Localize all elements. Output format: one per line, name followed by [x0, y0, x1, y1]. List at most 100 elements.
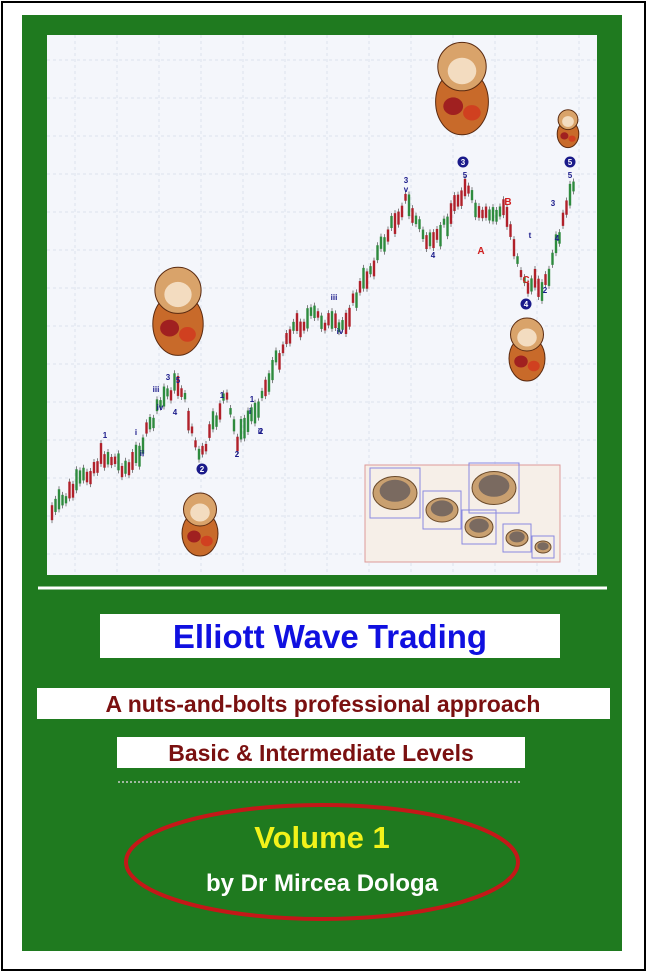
wave-label: 2 [200, 465, 205, 474]
wave-label: 3 [551, 199, 556, 208]
wave-label: A [477, 246, 484, 257]
wave-label: ii [140, 449, 144, 458]
doll-face [562, 116, 574, 127]
candle-body [57, 489, 61, 510]
wave-label: 2 [235, 450, 240, 459]
wave-label: 5 [463, 171, 468, 180]
candle-body [309, 307, 313, 316]
candle-body [82, 467, 85, 481]
candle-body [393, 213, 397, 234]
candle-body [75, 469, 78, 491]
candle-body [330, 311, 334, 329]
candle-body [110, 456, 113, 466]
wave-label: B [504, 197, 511, 208]
candle-body [159, 400, 162, 408]
wave-label: iv [157, 403, 164, 412]
candle-body [495, 209, 498, 222]
dolls [152, 41, 580, 557]
candle-body [411, 208, 414, 223]
candle-body [327, 313, 330, 326]
candle-body [120, 465, 124, 478]
candle-body [334, 313, 337, 329]
candle-body [558, 232, 561, 244]
wave-circle [520, 298, 532, 310]
candle-body [355, 292, 358, 308]
wave-label: iii [153, 385, 160, 394]
candle-body [113, 456, 117, 465]
candle-body [173, 373, 176, 391]
title-box [100, 614, 560, 658]
wave-circle [457, 156, 469, 168]
candle-body [54, 498, 57, 512]
candle-body [50, 505, 54, 521]
candle-body [348, 307, 351, 327]
candle-body [302, 321, 306, 331]
wave-label: 3 [404, 176, 409, 185]
candle-body [194, 440, 197, 448]
candle-body [78, 470, 82, 484]
candle-body [432, 232, 435, 249]
nested-doll-inner [537, 542, 549, 551]
candle-body [572, 181, 575, 192]
candle-body [460, 190, 463, 206]
photo-frame [531, 535, 555, 559]
candle-body [533, 268, 537, 288]
candle-body [351, 293, 355, 303]
candle-body [222, 393, 225, 401]
doll-face [447, 57, 477, 85]
wave-label: 5 [568, 158, 573, 167]
candle-body [232, 419, 236, 432]
candle-body [537, 278, 540, 297]
wave-label: 1 [103, 431, 108, 440]
candle-body [285, 333, 288, 345]
candle-body [162, 386, 166, 407]
candle-body [134, 444, 138, 464]
candle-body [551, 252, 554, 265]
photo-frame [461, 509, 497, 545]
subtitle-box [37, 688, 610, 719]
chart-grid [47, 35, 597, 575]
candle-body [519, 270, 523, 278]
candle-body [278, 353, 281, 370]
candle-body [467, 185, 470, 194]
levels: Basic & Intermediate Levels [168, 740, 474, 766]
candle-body [106, 452, 110, 465]
candle-body [89, 471, 92, 485]
candle-body [337, 322, 341, 333]
doll-flower [179, 327, 196, 342]
candle-body [488, 209, 491, 221]
candle-body [96, 461, 99, 473]
candle-body [204, 443, 208, 452]
candle-body [439, 224, 442, 247]
candle-body [530, 278, 533, 292]
nested-doll-inner [379, 479, 411, 502]
candle-body [390, 215, 393, 229]
wave-label: 4 [555, 234, 560, 243]
candle-body [316, 311, 320, 318]
candle-body [463, 178, 467, 197]
candle-body [554, 234, 558, 254]
candle-body [474, 202, 477, 218]
wave-label: 5 [568, 171, 573, 180]
candle-body [505, 207, 509, 227]
candle-body [197, 448, 201, 460]
candle-body [477, 206, 481, 218]
candle-body [568, 183, 572, 206]
candle-body [481, 209, 484, 219]
candle-body [547, 268, 551, 286]
candle-body [526, 282, 530, 294]
nested-dolls [369, 462, 555, 559]
candle-body [176, 376, 180, 396]
candle-body [225, 392, 229, 400]
candle-body [299, 321, 302, 338]
candle-body [502, 199, 505, 216]
candle-body [446, 216, 449, 237]
candle-body [362, 267, 365, 289]
candle-body [145, 422, 148, 434]
photo-frame [422, 490, 462, 530]
candle-body [470, 190, 474, 201]
candle-body [250, 407, 253, 422]
candle-body [376, 245, 379, 261]
candles [50, 175, 575, 524]
